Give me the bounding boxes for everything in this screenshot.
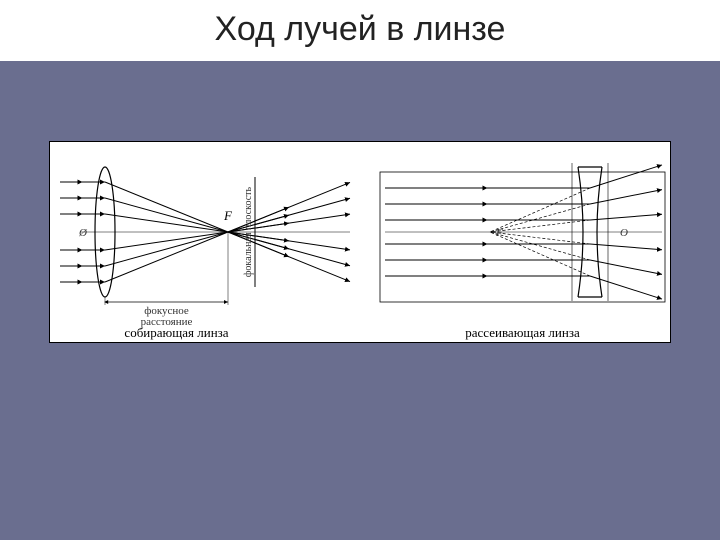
ray-diagram-svg: ØFфокальная плоскостьфокусноерасстояниес… (50, 142, 670, 342)
diverging-lens-group: F Oрассеивающая линза (380, 163, 665, 340)
converging-lens-group: ØFфокальная плоскостьфокусноерасстояниес… (60, 167, 350, 340)
svg-text:фокальная плоскость: фокальная плоскость (243, 186, 254, 277)
svg-text:рассеивающая линза: рассеивающая линза (465, 325, 580, 340)
svg-text:F: F (495, 227, 503, 239)
svg-text:собирающая линза: собирающая линза (124, 325, 228, 340)
svg-text:Ø: Ø (78, 227, 88, 239)
title-text: Ход лучей в линзе (215, 10, 506, 48)
diagram-panel: ØFфокальная плоскостьфокусноерасстояниес… (49, 141, 671, 343)
page-title: Ход лучей в линзе (0, 0, 720, 61)
svg-text:O: O (620, 227, 628, 239)
svg-text:F: F (223, 208, 233, 223)
